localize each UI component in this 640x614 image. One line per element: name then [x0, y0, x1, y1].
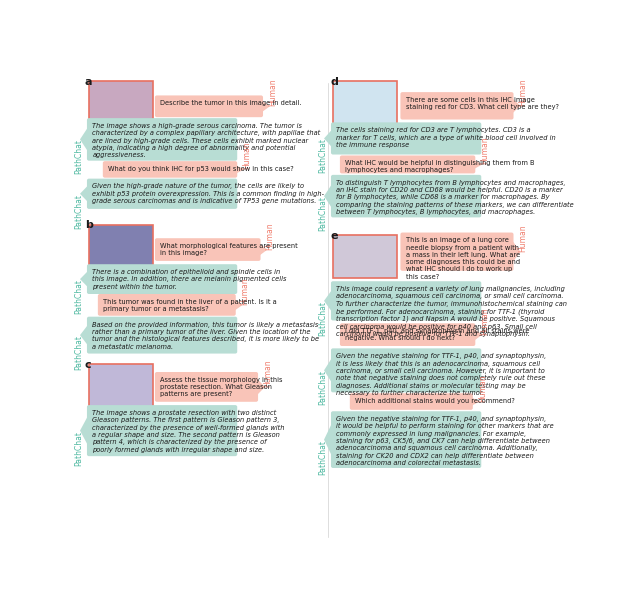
Text: The image shows a high-grade serous carcinoma. The tumor is
characterized by a c: The image shows a high-grade serous carc…	[92, 123, 321, 158]
Polygon shape	[236, 165, 244, 174]
FancyBboxPatch shape	[350, 394, 473, 410]
Text: This image could represent a variety of lung malignancies, including
adenocarcin: This image could represent a variety of …	[337, 286, 568, 337]
Text: What IHC would be helpful in distinguishing them from B
lymphocytes and macropha: What IHC would be helpful in distinguish…	[346, 160, 535, 173]
Text: The image shows a prostate resection with two distinct
Gleason patterns. The fir: The image shows a prostate resection wit…	[92, 410, 285, 453]
Text: PathChat: PathChat	[74, 335, 83, 370]
Text: Given the negative staining for TTF-1, p40, and synaptophysin,
it is less likely: Given the negative staining for TTF-1, p…	[337, 353, 547, 396]
Text: a: a	[85, 77, 92, 87]
FancyBboxPatch shape	[87, 264, 237, 294]
FancyBboxPatch shape	[87, 405, 237, 456]
Text: The cells staining red for CD3 are T lymphocytes. CD3 is a
marker for T cells, w: The cells staining red for CD3 are T lym…	[337, 127, 556, 148]
Text: PathChat: PathChat	[318, 301, 327, 336]
Polygon shape	[324, 421, 333, 458]
Text: This tumor was found in the liver of a patient. Is it a
primary tumor or a metas: This tumor was found in the liver of a p…	[103, 299, 277, 312]
Text: Given the negative staining for TTF-1, p40, and synaptophysin,
it would be helpf: Given the negative staining for TTF-1, p…	[337, 416, 554, 466]
Polygon shape	[324, 289, 333, 313]
Text: I did TTF-1, p40, and synaptophysin and all stains were
negative. What should I : I did TTF-1, p40, and synaptophysin and …	[346, 328, 530, 341]
Polygon shape	[474, 160, 483, 169]
FancyBboxPatch shape	[340, 324, 476, 346]
Text: PathChat: PathChat	[74, 194, 83, 229]
Text: Human: Human	[266, 222, 275, 249]
FancyBboxPatch shape	[89, 225, 154, 268]
Text: Human: Human	[268, 79, 277, 106]
Polygon shape	[511, 239, 520, 264]
FancyBboxPatch shape	[87, 179, 237, 209]
FancyBboxPatch shape	[103, 161, 237, 177]
Polygon shape	[256, 378, 265, 396]
FancyBboxPatch shape	[333, 235, 397, 278]
Polygon shape	[259, 243, 268, 256]
Text: Human: Human	[477, 374, 487, 402]
FancyBboxPatch shape	[331, 175, 481, 217]
Polygon shape	[80, 414, 89, 447]
Text: Given the high-grade nature of the tumor, the cells are likely to
exhibit p53 pr: Given the high-grade nature of the tumor…	[92, 184, 324, 204]
Text: Describe the tumor in this image in detail.: Describe the tumor in this image in deta…	[161, 100, 302, 106]
Text: d: d	[330, 77, 339, 87]
Polygon shape	[80, 184, 89, 203]
Text: PathChat: PathChat	[318, 370, 327, 405]
FancyBboxPatch shape	[89, 365, 154, 407]
Text: PathChat: PathChat	[74, 139, 83, 174]
FancyBboxPatch shape	[155, 95, 263, 117]
Text: Human: Human	[518, 224, 527, 252]
FancyBboxPatch shape	[98, 294, 236, 316]
Polygon shape	[474, 328, 483, 341]
FancyBboxPatch shape	[89, 81, 154, 130]
Text: PathChat: PathChat	[318, 196, 327, 231]
Text: PathChat: PathChat	[74, 279, 83, 314]
Text: b: b	[85, 220, 93, 230]
Text: Assess the tissue morphology in this
prostate resection. What Gleason
patterns a: Assess the tissue morphology in this pro…	[161, 377, 283, 397]
Text: Human: Human	[480, 307, 489, 335]
Polygon shape	[234, 298, 243, 311]
Text: Human: Human	[518, 78, 527, 106]
Polygon shape	[261, 100, 270, 112]
Text: What morphological features are present
in this image?: What morphological features are present …	[161, 243, 298, 256]
Text: This is an image of a lung core
needle biopsy from a patient with
a mass in thei: This is an image of a lung core needle b…	[406, 237, 520, 279]
Text: PathChat: PathChat	[74, 430, 83, 465]
Text: Human: Human	[480, 137, 489, 165]
Text: Human: Human	[241, 278, 250, 305]
FancyBboxPatch shape	[331, 348, 481, 392]
Text: There are some cells in this IHC image
staining red for CD3. What cell type are : There are some cells in this IHC image s…	[406, 97, 559, 110]
Polygon shape	[324, 356, 333, 384]
FancyBboxPatch shape	[333, 81, 397, 130]
Polygon shape	[80, 324, 89, 347]
Polygon shape	[324, 182, 333, 210]
FancyBboxPatch shape	[340, 155, 476, 173]
FancyBboxPatch shape	[331, 281, 481, 321]
FancyBboxPatch shape	[401, 92, 513, 120]
Polygon shape	[511, 98, 520, 114]
Text: c: c	[85, 360, 92, 370]
Polygon shape	[471, 397, 480, 406]
Text: e: e	[330, 231, 338, 241]
FancyBboxPatch shape	[401, 233, 513, 271]
FancyBboxPatch shape	[155, 238, 260, 261]
Text: Human: Human	[263, 359, 272, 387]
Polygon shape	[324, 128, 333, 149]
Text: Human: Human	[242, 142, 251, 169]
Text: PathChat: PathChat	[318, 440, 327, 475]
FancyBboxPatch shape	[155, 372, 258, 402]
Text: Which additional stains would you recommend?: Which additional stains would you recomm…	[355, 398, 515, 404]
Polygon shape	[80, 270, 89, 288]
Text: There is a combination of epithelioid and spindle cells in
this image. In additi: There is a combination of epithelioid an…	[92, 269, 287, 290]
Text: To distinguish T lymphocytes from B lymphocytes and macrophages,
an IHC stain fo: To distinguish T lymphocytes from B lymp…	[337, 179, 574, 216]
FancyBboxPatch shape	[87, 118, 237, 161]
Polygon shape	[80, 126, 89, 153]
Text: PathChat: PathChat	[318, 138, 327, 173]
FancyBboxPatch shape	[331, 411, 481, 468]
Text: Based on the provided information, this tumor is likely a metastasis
rather than: Based on the provided information, this …	[92, 321, 319, 349]
Text: What do you think IHC for p53 would show in this case?: What do you think IHC for p53 would show…	[108, 166, 294, 172]
FancyBboxPatch shape	[331, 122, 481, 155]
FancyBboxPatch shape	[87, 317, 237, 354]
